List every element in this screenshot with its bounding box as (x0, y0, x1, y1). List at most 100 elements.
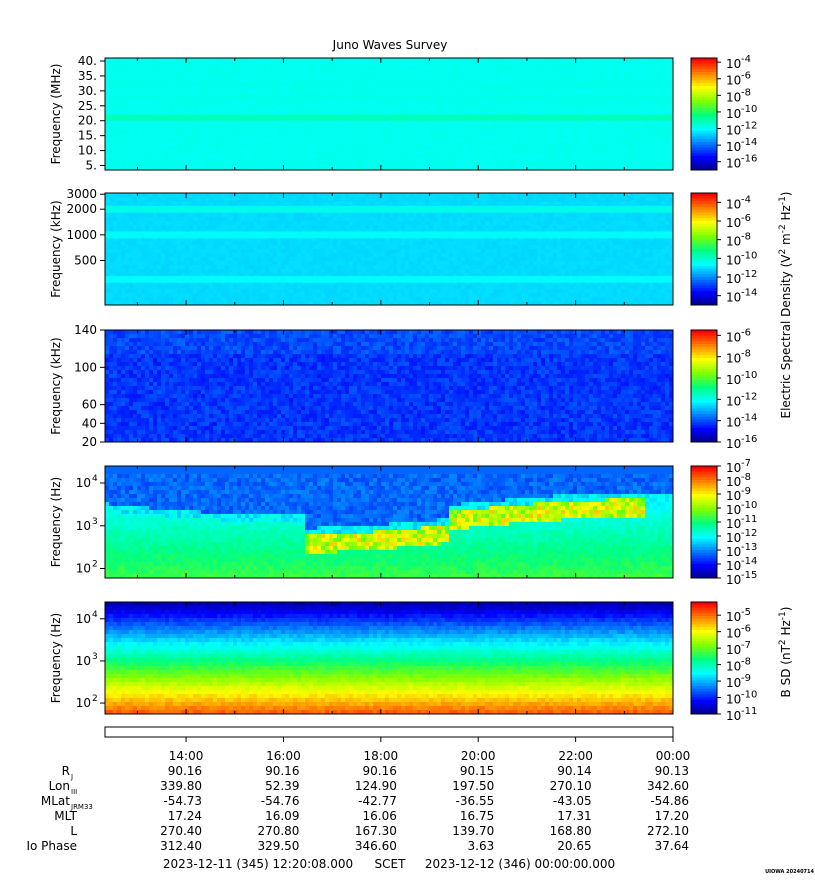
spectrogram-cell (129, 162, 133, 166)
spectrogram-cell (333, 158, 337, 162)
spectrogram-cell (153, 138, 157, 142)
spectrogram-cell (657, 74, 661, 78)
spectrogram-cell (429, 162, 433, 166)
spectrogram-cell (325, 130, 329, 134)
spectrogram-cell (561, 58, 565, 62)
y-axis-label: Frequency (MHz) (49, 64, 63, 165)
spectrogram-cell (617, 58, 621, 62)
spectrogram-cell (173, 98, 177, 102)
spectrogram-cell (417, 66, 421, 70)
spectrogram-cell (453, 134, 457, 138)
spectrogram-cell (577, 193, 581, 197)
spectrogram-cell (473, 134, 477, 138)
spectrogram-cell (585, 78, 589, 82)
spectrogram-cell (189, 126, 193, 130)
spectrogram-cell (333, 146, 337, 150)
spectrogram-cell (401, 193, 405, 197)
spectrogram-cell (429, 130, 433, 134)
spectrogram-cell (153, 154, 157, 158)
spectrogram-cell (393, 134, 397, 138)
spectrogram-cell (617, 66, 621, 70)
spectrogram-cell (437, 62, 441, 66)
spectrogram-cell (541, 58, 545, 62)
spectrogram-cell (333, 90, 337, 94)
spectrogram-cell (593, 142, 597, 146)
spectrogram-cell (261, 213, 265, 217)
spectrogram-cell (205, 102, 209, 106)
spectrogram-cell (437, 197, 441, 201)
spectrogram-cell (189, 158, 193, 162)
spectrogram-cell (609, 134, 613, 138)
spectrogram-cell (369, 134, 373, 138)
spectrogram-cell (485, 102, 489, 106)
spectrogram-cell (257, 86, 261, 90)
spectrogram-cell (249, 62, 253, 66)
spectrogram-cell (561, 197, 565, 201)
spectrogram-cell (209, 201, 213, 205)
spectrogram-cell (421, 126, 425, 130)
spectrogram-cell (233, 158, 237, 162)
spectrogram-cell (353, 150, 357, 154)
spectrogram-cell (521, 62, 525, 66)
spectrogram-cell (557, 197, 561, 201)
spectrogram-cell (389, 154, 393, 158)
spectrogram-cell (389, 197, 393, 201)
spectrogram-cell (513, 150, 517, 154)
spectrogram-cell (109, 86, 113, 90)
spectrogram-cell (445, 158, 449, 162)
spectrogram-cell (189, 98, 193, 102)
spectrogram-cell (461, 90, 465, 94)
spectrogram-cell (189, 58, 193, 62)
spectrogram-cell (517, 138, 521, 142)
spectrogram-cell (341, 134, 345, 138)
spectrogram-cell (309, 78, 313, 82)
spectrogram-cell (549, 78, 553, 82)
spectrogram-cell (365, 62, 369, 66)
spectrogram-cell (605, 62, 609, 66)
spectrogram-cell (533, 62, 537, 66)
spectrogram-cell (133, 142, 137, 146)
spectrogram-cell (429, 110, 433, 114)
spectrogram-cell (397, 201, 401, 205)
spectrogram-cell (621, 154, 625, 158)
spectrogram-cell (493, 78, 497, 82)
spectrogram-cell (405, 193, 409, 197)
spectrogram-cell (329, 58, 333, 62)
spectrogram-cell (441, 150, 445, 154)
spectrogram-cell (189, 90, 193, 94)
spectrogram-cell (473, 122, 477, 126)
spectrogram-cell (445, 201, 449, 205)
spectrogram-cell (305, 150, 309, 154)
spectrogram-cell (177, 106, 181, 110)
spectrogram-cell (577, 138, 581, 142)
spectrogram-cell (461, 158, 465, 162)
spectrogram-cell (113, 197, 117, 201)
spectrogram-cell (409, 197, 413, 201)
spectrogram-cell (341, 162, 345, 166)
spectrogram-cell (361, 126, 365, 130)
spectrogram-cell (133, 134, 137, 138)
spectrogram-cell (661, 130, 665, 134)
spectrogram-cell (593, 197, 597, 201)
spectrogram-cell (365, 126, 369, 130)
spectrogram-cell (525, 134, 529, 138)
spectrogram-cell (641, 78, 645, 82)
spectrogram-cell (533, 130, 537, 134)
spectrogram-cell (321, 142, 325, 146)
spectrogram-cell (157, 74, 161, 78)
spectrogram-cell (437, 142, 441, 146)
spectrogram-cell (381, 106, 385, 110)
spectrogram-cell (357, 106, 361, 110)
spectrogram-cell (657, 201, 661, 205)
spectrogram-cell (229, 213, 233, 217)
spectrogram-cell (417, 201, 421, 205)
spectrogram-cell (637, 150, 641, 154)
spectrogram-cell (565, 138, 569, 142)
spectrogram-cell (489, 158, 493, 162)
spectrogram-cell (145, 201, 149, 205)
spectrogram-cell (197, 78, 201, 82)
spectrogram-cell (333, 62, 337, 66)
spectrogram-cell (617, 134, 621, 138)
spectrogram-cell (173, 106, 177, 110)
spectrogram-cell (653, 197, 657, 201)
